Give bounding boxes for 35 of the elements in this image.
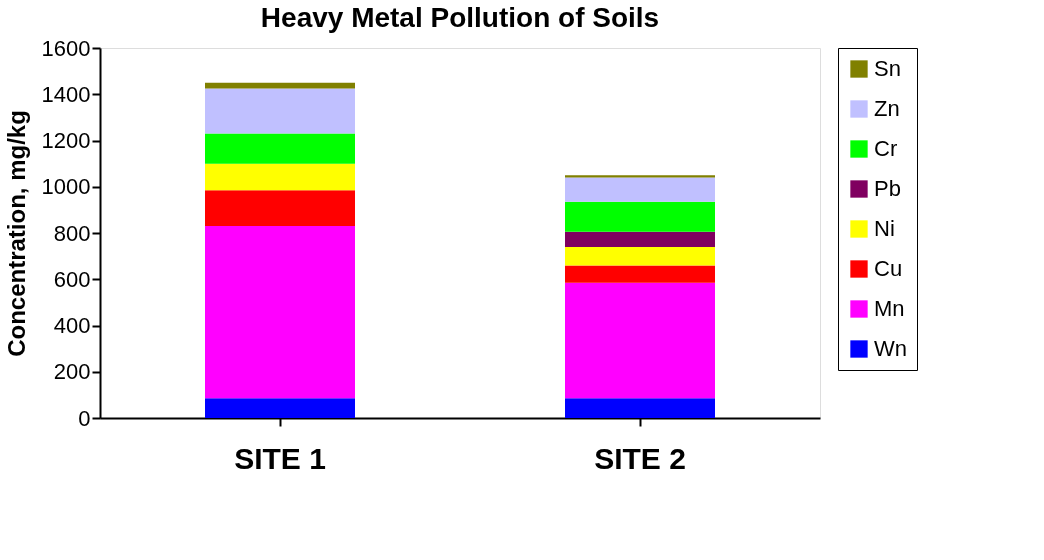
bar bbox=[205, 88, 355, 134]
y-axis-title: Concentration, mg/kg bbox=[2, 110, 30, 357]
y-tick-label: 1600 bbox=[41, 35, 91, 61]
bar bbox=[205, 226, 355, 399]
x-tick-label: SITE 1 bbox=[234, 441, 326, 475]
legend-label: Sn bbox=[874, 56, 901, 81]
bar bbox=[205, 398, 355, 418]
bar bbox=[205, 163, 355, 191]
y-tick-label: 1000 bbox=[41, 174, 91, 200]
bar bbox=[565, 175, 715, 178]
bar bbox=[565, 246, 715, 266]
legend-label: Pb bbox=[874, 176, 901, 201]
y-tick-label: 1400 bbox=[41, 81, 91, 107]
bar bbox=[205, 190, 355, 227]
legend-label: Mn bbox=[874, 296, 905, 321]
chart-title: Heavy Metal Pollution of Soils bbox=[260, 2, 660, 33]
legend-label: Zn bbox=[874, 96, 900, 121]
bar bbox=[565, 231, 715, 247]
y-tick-label: 1200 bbox=[41, 128, 91, 153]
bar bbox=[205, 133, 355, 164]
legend-label: Wn bbox=[874, 336, 907, 361]
x-tick-label: SITE 2 bbox=[594, 441, 686, 475]
legend-label: Cr bbox=[874, 136, 898, 161]
bar bbox=[565, 265, 715, 283]
y-tick-label: 800 bbox=[53, 220, 91, 246]
y-tick-label: 400 bbox=[53, 313, 91, 338]
y-tick-label: 0 bbox=[78, 405, 91, 431]
y-tick-label: 200 bbox=[53, 359, 91, 385]
legend-label: Cu bbox=[874, 256, 903, 281]
y-tick-label: 600 bbox=[53, 266, 91, 292]
bar bbox=[565, 201, 715, 232]
legend-label: Ni bbox=[874, 216, 895, 241]
bar bbox=[565, 282, 715, 399]
bar bbox=[565, 177, 715, 202]
bar bbox=[565, 398, 715, 418]
